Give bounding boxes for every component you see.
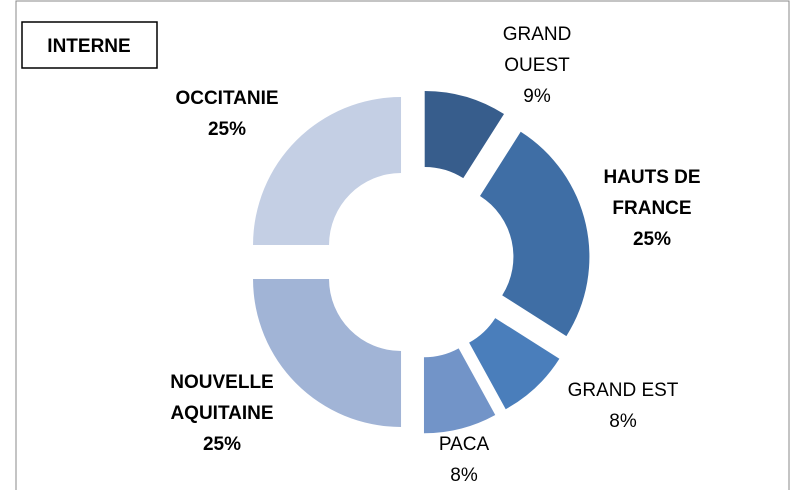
chart-title: INTERNE <box>47 36 130 57</box>
segment-label: OCCITANIE <box>175 88 278 109</box>
segment-label: GRAND EST <box>568 380 679 401</box>
segment-label: GRAND OUEST <box>503 24 572 76</box>
title-box <box>21 21 158 69</box>
segment-label: HAUTS DE FRANCE <box>603 167 700 219</box>
label-line: FRANCE <box>612 198 691 219</box>
value-label: 25% <box>208 119 246 140</box>
value-label: 8% <box>450 465 478 486</box>
segment-label: PACA <box>439 434 490 455</box>
label-line: AQUITAINE <box>170 403 273 424</box>
label-line: OUEST <box>504 55 570 76</box>
value-label: 25% <box>633 229 671 250</box>
chart-frame <box>15 0 790 490</box>
label-line: NOUVELLE <box>170 372 273 393</box>
label-line: GRAND <box>503 24 572 45</box>
donut-segment <box>480 131 590 337</box>
value-label: 8% <box>609 411 637 432</box>
label-line: HAUTS DE <box>603 167 700 188</box>
donut-segment <box>424 90 504 179</box>
donut-segment <box>423 348 496 434</box>
label-line: GRAND EST <box>568 380 679 401</box>
label-line: OCCITANIE <box>175 88 278 109</box>
value-label: 9% <box>523 86 551 107</box>
donut-segment <box>469 318 560 410</box>
value-label: 25% <box>203 434 241 455</box>
label-line: PACA <box>439 434 490 455</box>
segment-label: NOUVELLE AQUITAINE <box>170 372 273 424</box>
donut-segment <box>253 97 402 246</box>
donut-segment <box>253 278 402 427</box>
